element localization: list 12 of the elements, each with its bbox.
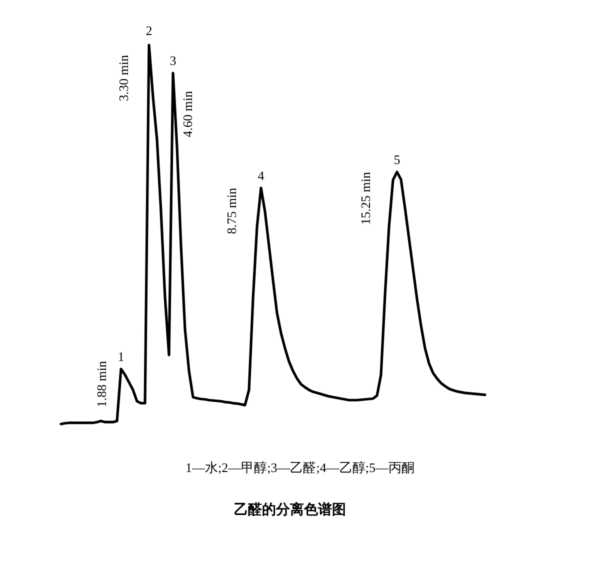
annotation: 8.75 min <box>224 188 239 234</box>
annotation: 2 <box>146 23 152 38</box>
title: 乙醛的分离色谱图 <box>234 503 346 518</box>
annotation: 3.30 min <box>116 55 131 102</box>
annotation: 15.25 min <box>358 172 373 225</box>
annotation: 4 <box>258 168 264 183</box>
annotation: 5 <box>394 152 400 167</box>
annotation: 1—水;2—甲醇;3—乙醛;4—乙醇;5—丙酮 <box>186 460 414 475</box>
annotation: 1 <box>118 349 124 364</box>
annotation: 3 <box>170 53 176 68</box>
annotation: 1.88 min <box>94 361 109 408</box>
annotation: 4.60 min <box>180 91 195 138</box>
